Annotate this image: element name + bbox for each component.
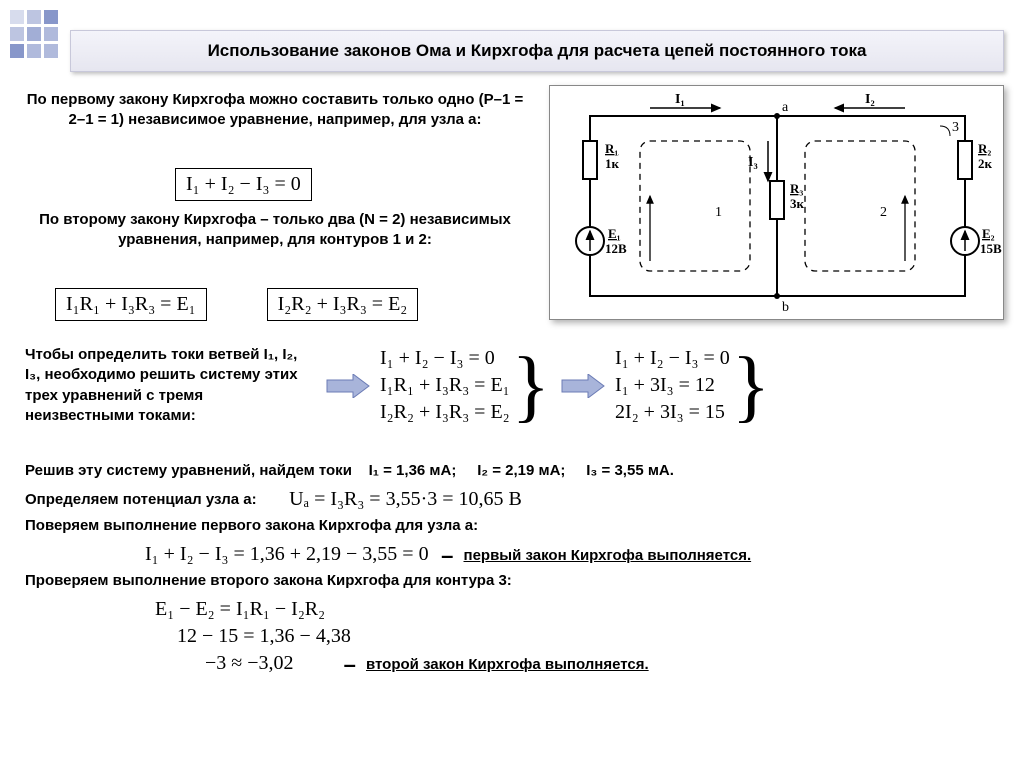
circuit-diagram: a b I₁ I₂ I₃ R₁ 1к R₂ 2к R₃ 3к E₁	[549, 85, 1004, 320]
arrow-icon	[325, 374, 370, 398]
check2-eq2: 12 − 15 = 1,36 − 4,38	[25, 622, 1004, 650]
arrow-icon	[560, 374, 605, 398]
svg-text:3: 3	[952, 120, 959, 135]
page-title: Использование законов Ома и Кирхгофа для…	[70, 30, 1004, 72]
svg-text:2: 2	[880, 205, 887, 220]
svg-text:E₂: E₂	[982, 226, 995, 241]
check2-label: Проверяем выполнение второго закона Кирх…	[25, 570, 1004, 591]
svg-text:1: 1	[715, 205, 722, 220]
svg-text:15В: 15В	[980, 241, 1002, 256]
system-intro-text: Чтобы определить токи ветвей I₁, I₂, I₃,…	[25, 345, 315, 426]
svg-text:E₁: E₁	[608, 226, 621, 241]
paragraph-second-law: По второму закону Кирхгофа – только два …	[25, 210, 525, 251]
check2-eq1: E₁ − E₂ = I₁R₁ − I₂R₂	[25, 595, 1004, 623]
svg-text:I₁: I₁	[675, 92, 685, 107]
equation-kvl-2: I₂R₂ + I₃R₃ = E₂	[267, 288, 419, 321]
svg-text:I₂: I₂	[865, 92, 875, 107]
svg-text:1к: 1к	[605, 156, 620, 171]
equations-kvl: I₁R₁ + I₃R₃ = E₁ I₂R₂ + I₃R₃ = E₂	[55, 288, 418, 321]
svg-text:b: b	[782, 300, 789, 315]
potential-line: Определяем потенциал узла а: Uₐ = I₃R₃ =…	[25, 485, 1004, 513]
content-area: По первому закону Кирхгофа можно состави…	[25, 90, 1004, 757]
check1-equation: I₁ + I₂ − I₃ = 1,36 + 2,19 − 3,55 = 0 – …	[25, 540, 1004, 571]
equation-kvl-1: I₁R₁ + I₃R₃ = E₁	[55, 288, 207, 321]
equation-kcl: I₁ + I₂ − I₃ = 0	[175, 168, 312, 201]
svg-text:R₁: R₁	[605, 141, 618, 156]
svg-text:12В: 12В	[605, 241, 627, 256]
svg-text:R₂: R₂	[978, 141, 991, 156]
svg-text:3к: 3к	[790, 196, 805, 211]
svg-text:a: a	[782, 100, 789, 115]
system-row: Чтобы определить токи ветвей I₁, I₂, I₃,…	[25, 345, 1004, 426]
paragraph-first-law: По первому закону Кирхгофа можно состави…	[25, 90, 525, 131]
svg-text:2к: 2к	[978, 156, 993, 171]
corner-decoration	[10, 10, 58, 58]
svg-text:R₃: R₃	[790, 181, 803, 196]
solution-line: Решив эту систему уравнений, найдем токи…	[25, 460, 1004, 481]
system-2: I₁ + I₂ − I₃ = 0 I₁ + 3I₃ = 12 2I₂ + 3I₃…	[615, 347, 770, 424]
check1-label: Поверяем выполнение первого закона Кирхг…	[25, 515, 1004, 536]
system-1: I₁ + I₂ − I₃ = 0 I₁R₁ + I₃R₃ = E₁ I₂R₂ +…	[380, 347, 550, 424]
check2-eq3: −3 ≈ −3,02 – второй закон Кирхгофа выпол…	[25, 649, 1004, 680]
